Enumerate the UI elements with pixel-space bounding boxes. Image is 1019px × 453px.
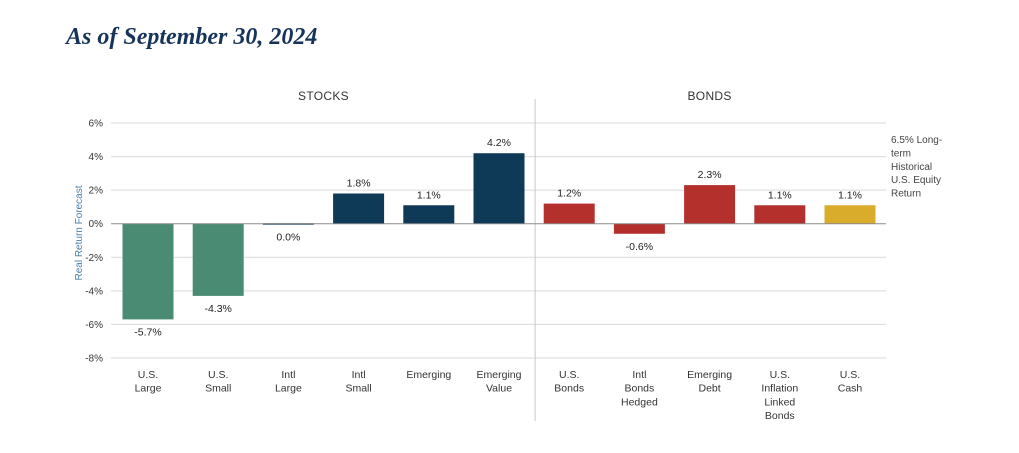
value-label: 1.2% <box>557 188 581 200</box>
note-line: U.S. Equity <box>891 175 941 186</box>
bar <box>543 203 595 224</box>
value-label: 1.1% <box>838 189 862 201</box>
value-labels: -5.7% -4.3% 0.0% 1.8% 1.1% 4.2% 1.2% -0.6% 2.3% 1… <box>134 137 862 338</box>
y-tick-label: 2% <box>89 186 104 197</box>
category-label: Intl <box>352 369 366 381</box>
category-label: Bonds <box>554 383 584 395</box>
note-line: Historical <box>891 162 932 173</box>
category-label: Small <box>205 383 231 395</box>
category-label: U.S. <box>208 369 228 381</box>
bars <box>122 153 876 320</box>
y-tick-label: -2% <box>85 253 103 264</box>
category-label: Value <box>486 383 512 395</box>
category-label: Emerging <box>406 369 451 381</box>
bar <box>333 193 385 224</box>
category-label: Small <box>345 383 371 395</box>
category-label: Bonds <box>625 383 655 395</box>
bar <box>403 205 455 224</box>
y-axis-label: Real Return Forecast <box>74 185 85 280</box>
category-label: U.S. <box>770 369 790 381</box>
category-label: U.S. <box>559 369 579 381</box>
note-line: term <box>891 148 911 159</box>
y-tick-label: -6% <box>85 320 103 331</box>
note-line: 6.5% Long- <box>891 135 942 146</box>
category-label: U.S. <box>840 369 860 381</box>
group-labels: STOCKS BONDS <box>298 89 732 103</box>
bar <box>122 223 174 320</box>
value-label: 2.3% <box>698 169 722 181</box>
category-label: Intl <box>632 369 646 381</box>
note-line: Return <box>891 189 921 200</box>
page-title: As of September 30, 2024 <box>66 24 318 50</box>
bar <box>613 223 665 234</box>
category-label: Large <box>275 383 302 395</box>
historical-return-note: 6.5% Long-term Historical U.S. Equity Retur… <box>891 135 942 200</box>
bar <box>192 223 244 296</box>
value-label: -5.7% <box>134 326 161 338</box>
category-label: Linked <box>764 396 795 408</box>
category-labels: U.S. Large U.S. Small Intl Large Intl Small Emer… <box>135 369 863 422</box>
value-label: -4.3% <box>204 303 231 315</box>
category-label: Intl <box>281 369 295 381</box>
value-label: 1.1% <box>768 189 792 201</box>
bar <box>754 205 806 224</box>
bar <box>824 205 876 224</box>
category-label: Emerging <box>687 369 732 381</box>
category-label: Debt <box>699 383 721 395</box>
y-tick-label: -8% <box>85 354 103 365</box>
y-tick-label: 0% <box>89 219 104 230</box>
category-label: U.S. <box>138 369 158 381</box>
category-label: Bonds <box>765 410 795 422</box>
category-label: Hedged <box>621 396 658 408</box>
value-label: 1.8% <box>347 178 371 190</box>
bar <box>473 153 525 224</box>
category-label: Cash <box>838 383 863 395</box>
value-label: 0.0% <box>276 232 300 244</box>
value-label: 1.1% <box>417 189 441 201</box>
value-label: 4.2% <box>487 137 511 149</box>
group-label: STOCKS <box>298 89 349 103</box>
y-tick-label: -4% <box>85 286 103 297</box>
bar <box>684 185 736 224</box>
y-tick-label: 4% <box>89 152 104 163</box>
category-label: Inflation <box>761 383 798 395</box>
y-tick-label: 6% <box>89 119 104 130</box>
group-label: BONDS <box>688 89 732 103</box>
category-label: Large <box>135 383 162 395</box>
category-label: Emerging <box>477 369 522 381</box>
y-axis-ticks: 6% 4% 2% 0% -2% -4% -6% -8% <box>85 119 103 365</box>
value-label: -0.6% <box>626 241 653 253</box>
